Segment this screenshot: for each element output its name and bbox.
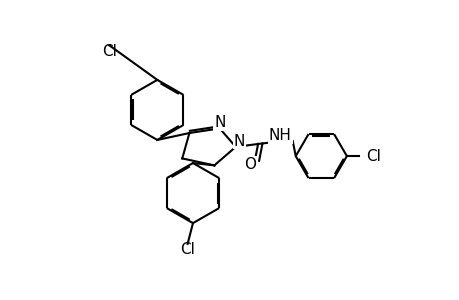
Text: NH: NH: [269, 128, 291, 143]
Text: Cl: Cl: [101, 44, 117, 59]
Text: O: O: [243, 157, 256, 172]
Text: Cl: Cl: [180, 242, 195, 257]
Text: N: N: [213, 115, 225, 130]
Text: N: N: [233, 134, 245, 148]
Text: Cl: Cl: [365, 148, 380, 164]
